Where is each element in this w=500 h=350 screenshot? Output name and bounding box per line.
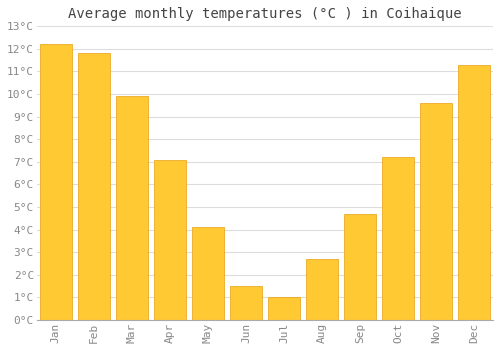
Bar — [154, 160, 186, 320]
Bar — [230, 286, 262, 320]
Bar — [306, 259, 338, 320]
Bar — [78, 54, 110, 320]
Bar — [344, 214, 376, 320]
Bar — [382, 158, 414, 320]
Bar — [192, 228, 224, 320]
Bar — [116, 96, 148, 320]
Bar — [268, 298, 300, 320]
Bar — [40, 44, 72, 320]
Title: Average monthly temperatures (°C ) in Coihaique: Average monthly temperatures (°C ) in Co… — [68, 7, 462, 21]
Bar — [458, 65, 490, 320]
Bar — [420, 103, 452, 320]
